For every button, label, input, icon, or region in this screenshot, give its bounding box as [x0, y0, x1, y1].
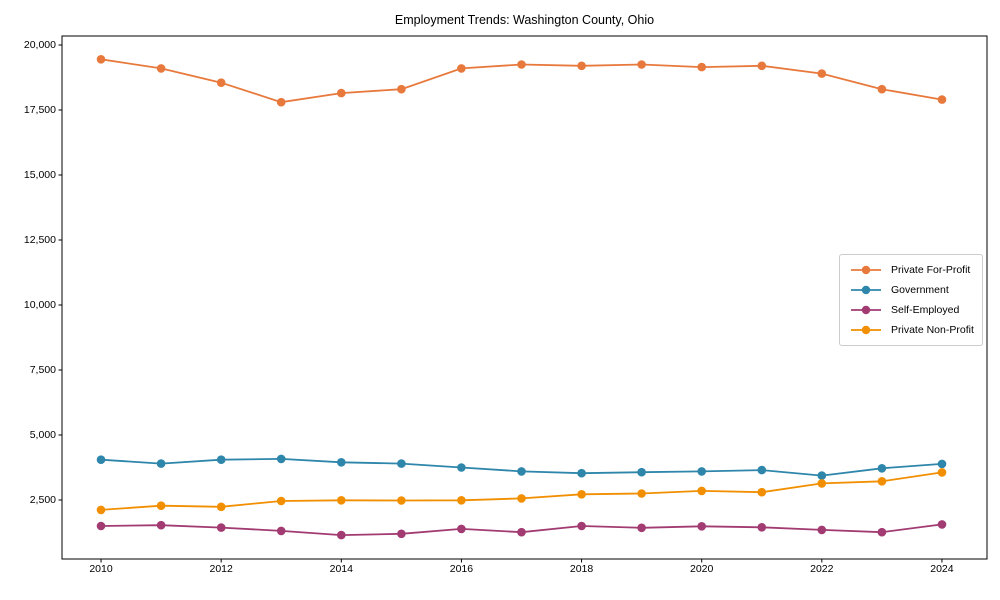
- data-point-private-for-profit: [517, 60, 526, 69]
- y-tick-label: 2,500: [29, 494, 56, 506]
- chart-title: Employment Trends: Washington County, Oh…: [394, 13, 655, 27]
- data-point-private-non-profit: [937, 468, 947, 477]
- legend-box: Private For-Profit Government Self-Employe…: [839, 254, 983, 346]
- legend-entry-private-non-profit: Private Non-Profit: [849, 320, 976, 340]
- data-point-self-employed: [757, 523, 767, 532]
- data-point-self-employed: [577, 521, 586, 531]
- data-point-self-employed: [397, 529, 406, 539]
- data-point-self-employed: [697, 522, 706, 531]
- y-tick-label: 20,000: [23, 38, 56, 51]
- data-point-self-employed: [337, 530, 346, 540]
- y-tick-label: 5,000: [29, 429, 56, 441]
- data-point-private-for-profit: [937, 95, 947, 104]
- data-point-private-for-profit: [457, 64, 466, 73]
- data-point-private-non-profit: [96, 505, 106, 515]
- data-point-self-employed: [637, 523, 646, 533]
- data-point-private-for-profit: [697, 62, 706, 72]
- legend-marker-icon: [851, 325, 881, 335]
- data-point-government: [637, 467, 646, 477]
- data-point-government: [216, 455, 226, 465]
- data-point-government: [577, 468, 586, 478]
- legend-entry-private-for-profit: Private For-Profit: [849, 260, 976, 280]
- data-point-private-for-profit: [817, 69, 827, 78]
- data-point-private-for-profit: [877, 84, 887, 94]
- data-point-government: [757, 465, 767, 475]
- data-point-private-non-profit: [216, 502, 226, 512]
- data-point-private-for-profit: [216, 78, 226, 87]
- legend-label: Private Non-Profit: [891, 324, 974, 336]
- series-line-private-non-profit: [100, 471, 943, 511]
- y-tick-label: 17,500: [23, 103, 56, 116]
- legend-label: Government: [891, 284, 949, 296]
- y-tick-label: 15,000: [23, 168, 56, 181]
- data-point-private-non-profit: [397, 496, 406, 505]
- legend-marker-icon: [851, 265, 881, 275]
- data-point-government: [517, 467, 526, 476]
- plot-border: [61, 35, 988, 560]
- x-tick-label: 2018: [569, 563, 594, 575]
- data-point-self-employed: [937, 520, 947, 529]
- data-point-private-for-profit: [96, 55, 106, 64]
- legend-entry-self-employed: Self-Employed: [849, 300, 976, 320]
- x-tick-label: 2022: [810, 563, 834, 575]
- legend-marker-icon: [851, 305, 881, 315]
- data-point-government: [337, 458, 346, 467]
- data-point-private-non-profit: [697, 486, 706, 496]
- data-point-self-employed: [457, 524, 466, 534]
- x-tick-label: 2012: [209, 563, 233, 575]
- legend-label: Private For-Profit: [891, 264, 971, 276]
- data-point-private-for-profit: [757, 61, 767, 71]
- x-tick-label: 2014: [329, 563, 353, 575]
- data-point-private-non-profit: [276, 496, 286, 506]
- legend-entry-government: Government: [849, 280, 976, 300]
- data-point-government: [156, 459, 166, 468]
- x-tick-label: 2020: [690, 563, 714, 575]
- data-point-government: [877, 464, 887, 473]
- data-point-private-non-profit: [457, 496, 466, 505]
- data-point-self-employed: [517, 527, 526, 537]
- data-point-private-non-profit: [757, 487, 767, 497]
- data-point-government: [697, 467, 706, 476]
- data-point-government: [397, 459, 406, 468]
- data-point-government: [817, 471, 827, 480]
- data-point-self-employed: [276, 526, 286, 536]
- y-tick-label: 10,000: [23, 299, 56, 311]
- legend-label: Self-Employed: [891, 304, 960, 316]
- x-tick-label: 2016: [449, 563, 474, 575]
- data-point-private-for-profit: [637, 60, 646, 69]
- data-point-private-non-profit: [877, 477, 887, 486]
- data-point-government: [457, 463, 466, 472]
- data-point-government: [937, 459, 947, 469]
- x-tick-label: 2010: [89, 563, 113, 575]
- data-point-private-non-profit: [637, 489, 646, 498]
- data-point-private-for-profit: [337, 88, 346, 98]
- y-tick-label: 12,500: [23, 233, 56, 246]
- data-point-self-employed: [817, 525, 827, 535]
- y-tick-label: 7,500: [29, 364, 56, 376]
- data-point-self-employed: [877, 527, 887, 537]
- data-point-self-employed: [216, 523, 226, 532]
- data-point-private-non-profit: [337, 496, 346, 505]
- data-point-self-employed: [96, 521, 106, 531]
- data-point-government: [276, 454, 286, 464]
- data-point-private-non-profit: [577, 490, 586, 499]
- data-point-private-non-profit: [817, 479, 827, 488]
- data-point-government: [96, 455, 106, 465]
- data-point-private-non-profit: [156, 501, 166, 511]
- data-point-private-for-profit: [276, 97, 286, 107]
- data-point-private-non-profit: [517, 494, 526, 503]
- data-point-private-for-profit: [577, 61, 586, 71]
- data-point-self-employed: [156, 520, 166, 530]
- x-tick-label: 2024: [930, 563, 954, 575]
- legend-marker-icon: [851, 285, 881, 295]
- data-point-private-for-profit: [397, 84, 406, 94]
- data-point-private-for-profit: [156, 64, 166, 73]
